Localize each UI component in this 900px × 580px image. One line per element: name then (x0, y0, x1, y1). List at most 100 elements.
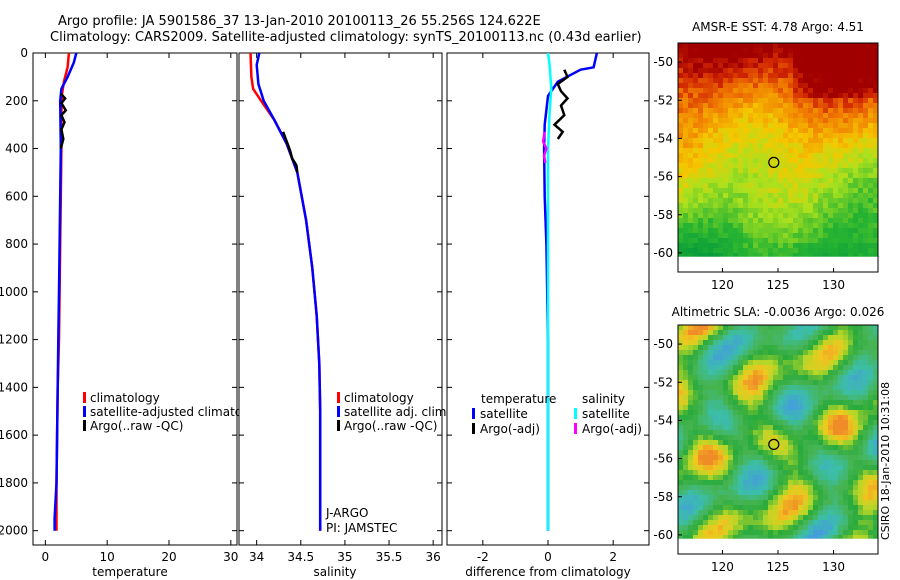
heatmap-cell (693, 525, 698, 530)
heatmap-cell (718, 405, 723, 410)
heatmap-cell (828, 500, 833, 505)
heatmap-cell (808, 425, 813, 430)
heatmap-cell (823, 340, 828, 345)
heatmap-cell (718, 58, 723, 63)
heatmap-cell (693, 243, 698, 248)
heatmap-cell (858, 340, 863, 345)
heatmap-cell (748, 143, 753, 148)
heatmap-cell (853, 253, 858, 257)
heatmap-cell (843, 63, 848, 68)
heatmap-cell (818, 415, 823, 420)
heatmap-cell (833, 330, 838, 335)
heatmap-cell (758, 445, 763, 450)
heatmap-cell (848, 178, 853, 183)
heatmap-cell (833, 73, 838, 78)
heatmap-cell (863, 525, 868, 530)
heatmap-cell (763, 78, 768, 83)
heatmap-cell (788, 158, 793, 163)
heatmap-cell (813, 430, 818, 435)
heatmap-cell (783, 375, 788, 380)
heatmap-cell (708, 98, 713, 103)
heatmap-cell (778, 510, 783, 515)
heatmap-cell (803, 98, 808, 103)
heatmap-cell (803, 345, 808, 350)
heatmap-cell (803, 68, 808, 73)
heatmap-cell (823, 380, 828, 385)
heatmap-cell (808, 410, 813, 415)
heatmap-cell (703, 410, 708, 415)
heatmap-cell (868, 223, 873, 228)
heatmap-cell (863, 350, 868, 355)
heatmap-cell (803, 455, 808, 460)
heatmap-cell (753, 330, 758, 335)
heatmap-cell (808, 148, 813, 153)
heatmap-cell (748, 355, 753, 360)
heatmap-cell (733, 500, 738, 505)
heatmap-cell (718, 63, 723, 68)
heatmap-cell (728, 228, 733, 233)
y-tick-label: -52 (653, 375, 673, 389)
heatmap-cell (823, 98, 828, 103)
heatmap-cell (743, 485, 748, 490)
heatmap-cell (813, 73, 818, 78)
heatmap-cell (723, 123, 728, 128)
heatmap-cell (683, 475, 688, 480)
heatmap-cell (698, 88, 703, 93)
heatmap-cell (758, 123, 763, 128)
heatmap-cell (683, 490, 688, 495)
heatmap-cell (683, 405, 688, 410)
heatmap-cell (733, 138, 738, 143)
heatmap-cell (873, 530, 878, 535)
heatmap-cell (833, 198, 838, 203)
heatmap-cell (733, 68, 738, 73)
heatmap-cell (858, 48, 863, 53)
heatmap-cell (718, 243, 723, 248)
heatmap-cell (683, 470, 688, 475)
heatmap-cell (733, 460, 738, 465)
heatmap-cell (748, 385, 753, 390)
heatmap-cell (868, 188, 873, 193)
heatmap-cell (698, 213, 703, 218)
heatmap-cell (743, 63, 748, 68)
heatmap-cell (833, 465, 838, 470)
heatmap-cell (708, 78, 713, 83)
heatmap-cell (753, 88, 758, 93)
heatmap-cell (843, 505, 848, 510)
heatmap-cell (713, 188, 718, 193)
heatmap-cell (753, 465, 758, 470)
heatmap-cell (678, 253, 683, 257)
heatmap-cell (743, 430, 748, 435)
heatmap-cell (678, 108, 683, 113)
heatmap-cell (793, 440, 798, 445)
heatmap-cell (688, 108, 693, 113)
heatmap-cell (698, 330, 703, 335)
heatmap-cell (788, 395, 793, 400)
heatmap-cell (868, 380, 873, 385)
heatmap-cell (838, 420, 843, 425)
heatmap-cell (703, 515, 708, 520)
heatmap-cell (873, 43, 878, 48)
heatmap-cell (758, 228, 763, 233)
heatmap-cell (758, 480, 763, 485)
heatmap-cell (848, 325, 853, 330)
heatmap-cell (793, 63, 798, 68)
heatmap-cell (838, 455, 843, 460)
heatmap-cell (678, 435, 683, 440)
axes-box (32, 52, 238, 546)
heatmap-cell (798, 138, 803, 143)
heatmap-cell (768, 530, 773, 535)
heatmap-cell (818, 138, 823, 143)
heatmap-cell (858, 228, 863, 233)
heatmap-cell (853, 73, 858, 78)
heatmap-cell (813, 143, 818, 148)
heatmap-cell (708, 248, 713, 253)
heatmap-cell (873, 218, 878, 223)
heatmap-cell (868, 345, 873, 350)
heatmap-cell (853, 163, 858, 168)
heatmap-cell (748, 68, 753, 73)
heatmap-cell (778, 103, 783, 108)
heatmap-cell (738, 395, 743, 400)
heatmap-cell (783, 520, 788, 525)
heatmap-cell (768, 243, 773, 248)
heatmap-cell (793, 218, 798, 223)
